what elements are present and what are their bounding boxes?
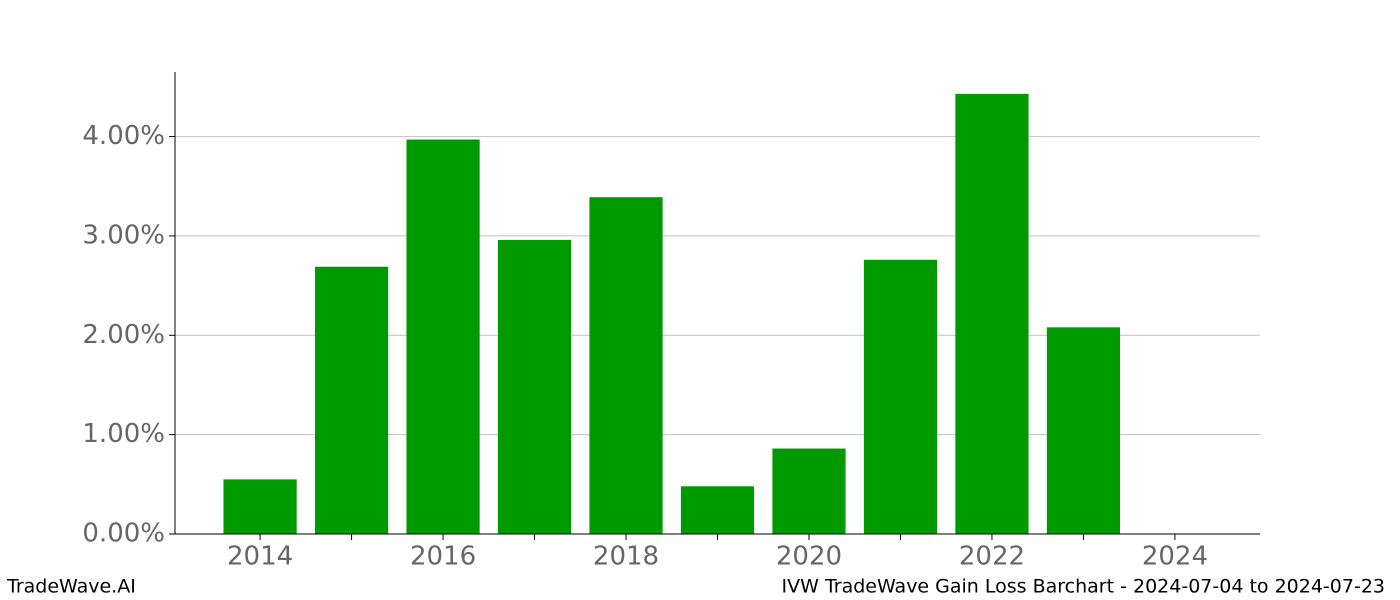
source-label: TradeWave.AI bbox=[6, 576, 136, 598]
y-tick-label: 0.00% bbox=[82, 519, 165, 549]
bar bbox=[223, 479, 297, 534]
bar bbox=[406, 139, 480, 535]
bar bbox=[314, 266, 389, 534]
bar bbox=[863, 259, 938, 534]
y-tick-label: 3.00% bbox=[82, 220, 165, 250]
bar bbox=[772, 448, 846, 534]
x-tick-label: 2024 bbox=[1142, 542, 1208, 572]
bar bbox=[680, 486, 755, 534]
chart-title: IVW TradeWave Gain Loss Barchart - 2024-… bbox=[782, 576, 1385, 598]
y-tick-label: 2.00% bbox=[82, 320, 165, 350]
bar bbox=[955, 93, 1029, 534]
bar bbox=[1046, 327, 1121, 534]
x-tick-label: 2018 bbox=[593, 542, 659, 572]
y-tick-label: 1.00% bbox=[82, 419, 165, 449]
x-tick-label: 2022 bbox=[959, 542, 1025, 572]
bar bbox=[497, 239, 572, 535]
x-tick-label: 2014 bbox=[227, 542, 293, 572]
y-tick-label: 4.00% bbox=[82, 121, 165, 151]
bar bbox=[589, 197, 663, 534]
x-tick-label: 2016 bbox=[410, 542, 476, 572]
x-tick-label: 2020 bbox=[776, 542, 842, 572]
